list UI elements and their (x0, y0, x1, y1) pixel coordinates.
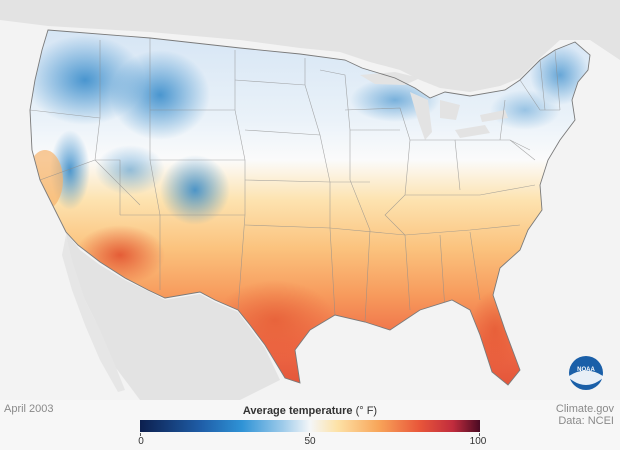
great-lakes (360, 72, 508, 140)
noaa-logo: NOAA (569, 356, 603, 390)
legend-tick-label-50: 50 (304, 436, 316, 447)
canada-landmass (0, 0, 620, 92)
map-panel: NOAA (0, 0, 620, 400)
legend-tick-0 (140, 433, 141, 436)
state-boundaries (30, 38, 561, 323)
legend-bar-area: April 2003 Average temperature (° F) 0 5… (0, 400, 620, 450)
temperature-map: NOAA (0, 0, 620, 400)
legend-tick-100 (479, 433, 480, 436)
legend-tick-label-0: 0 (138, 436, 144, 447)
legend-color-scale (140, 420, 480, 432)
credit-site: Climate.gov (555, 403, 614, 415)
legend-title-text: Average temperature (242, 405, 353, 417)
mexico-landmass (66, 232, 280, 400)
legend-tick-label-100: 100 (469, 436, 487, 447)
credit-data: Data: NCEI (558, 415, 614, 427)
legend-tick-50 (309, 433, 310, 436)
noaa-logo-text: NOAA (577, 367, 595, 373)
date-label: April 2003 (4, 403, 54, 415)
legend-unit: (° F) (352, 405, 378, 417)
baja-peninsula (62, 235, 125, 392)
legend-title: Average temperature (° F) (140, 405, 480, 417)
